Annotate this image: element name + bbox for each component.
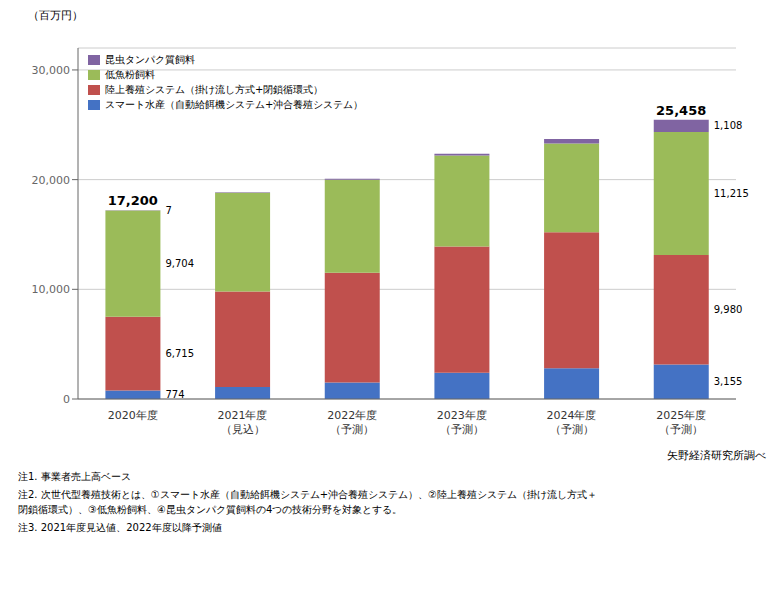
html-text:低魚粉飼料: 低魚粉飼料: [105, 69, 155, 80]
svg-text:9,980: 9,980: [714, 304, 743, 315]
svg-text:9,704: 9,704: [165, 258, 194, 269]
svg-text:2025年度（予測）: 2025年度（予測）: [656, 409, 706, 436]
html-text:陸上養殖システム（掛け流し方式+閉鎖循環式）: 陸上養殖システム（掛け流し方式+閉鎖循環式）: [105, 84, 324, 95]
html-text:矢野経済研究所調べ: 矢野経済研究所調べ: [667, 449, 766, 462]
svg-text:10,000: 10,000: [32, 283, 71, 296]
html-text:昆虫タンパク質飼料: 昆虫タンパク質飼料: [105, 54, 195, 65]
svg-text:2024年度（予測）: 2024年度（予測）: [547, 409, 597, 436]
svg-text:25,458: 25,458: [656, 103, 706, 118]
html-text:閉鎖循環式）、③低魚粉飼料、④昆虫タンパク質飼料の4つの技術: 閉鎖循環式）、③低魚粉飼料、④昆虫タンパク質飼料の4つの技術分野を対象とする。: [18, 504, 403, 515]
svg-text:3,155: 3,155: [714, 376, 743, 387]
html-text:スマート水産（自動給餌機システム+沖合養殖システム）: スマート水産（自動給餌機システム+沖合養殖システム）: [105, 99, 364, 110]
svg-text:20,000: 20,000: [32, 174, 71, 187]
svg-text:774: 774: [165, 389, 184, 400]
svg-text:6,715: 6,715: [165, 348, 194, 359]
svg-text:2022年度（予測）: 2022年度（予測）: [327, 409, 377, 436]
svg-text:2021年度（見込）: 2021年度（見込）: [218, 409, 268, 436]
svg-text:2020年度: 2020年度: [108, 409, 158, 422]
svg-text:7: 7: [165, 205, 171, 216]
html-text:（百万円）: （百万円）: [28, 9, 83, 22]
svg-text:2023年度（予測）: 2023年度（予測）: [437, 409, 487, 436]
svg-text:30,000: 30,000: [32, 64, 71, 77]
html-text:注3. 2021年度見込値、2022年度以降予測値: 注3. 2021年度見込値、2022年度以降予測値: [18, 522, 222, 533]
svg-text:11,215: 11,215: [714, 188, 749, 199]
svg-text:1,108: 1,108: [714, 120, 743, 131]
svg-text:17,200: 17,200: [108, 193, 158, 208]
svg-text:0: 0: [63, 393, 70, 406]
html-text:注2. 次世代型養殖技術とは、①スマート水産（自動給餌機シス: 注2. 次世代型養殖技術とは、①スマート水産（自動給餌機システム+沖合養殖システ…: [18, 489, 597, 500]
html-text:注1. 事業者売上高ベース: 注1. 事業者売上高ベース: [18, 471, 131, 482]
